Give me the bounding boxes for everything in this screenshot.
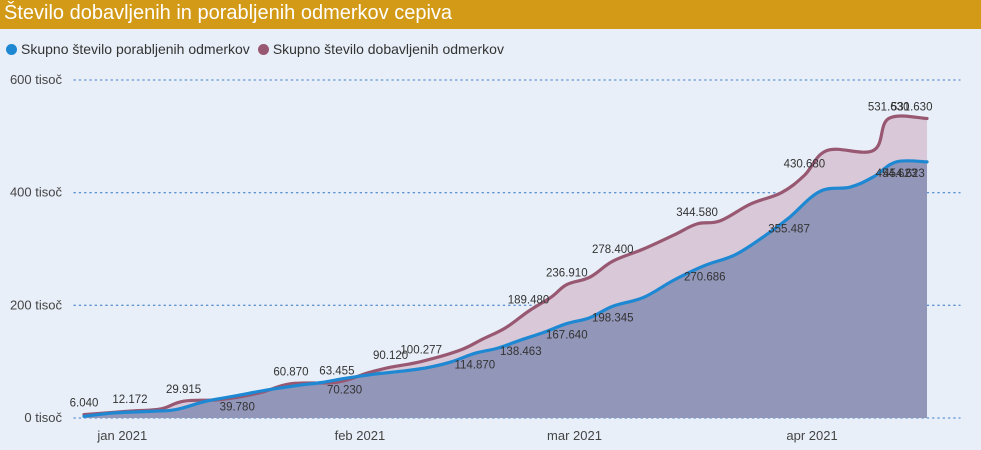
x-tick-label-3: apr 2021: [786, 428, 837, 443]
used-data-label-8: 454.623: [876, 168, 918, 180]
x-tick-label-0: jan 2021: [96, 428, 147, 443]
delivered-data-label-10: 344.580: [676, 207, 718, 219]
used-data-label-9: 454.623: [883, 168, 925, 180]
legend-marker-delivered: [257, 43, 269, 55]
legend-item-used[interactable]: Skupno število porabljenih odmerkov: [6, 41, 250, 57]
legend: Skupno število porabljenih odmerkov Skup…: [6, 40, 512, 58]
y-tick-label-2: 400 tisoč: [10, 185, 63, 200]
chart-title: Število dobavljenih in porabljenih odmer…: [4, 2, 453, 24]
used-line: [82, 159, 929, 418]
delivered-data-label-4: 63.455: [319, 365, 354, 377]
used-data-label-3: 138.463: [500, 346, 542, 358]
title-bar: Število dobavljenih in porabljenih odmer…: [0, 0, 981, 29]
used-data-label-4: 167.640: [546, 330, 588, 342]
used-area: [84, 160, 928, 418]
legend-marker-used: [6, 43, 17, 55]
used-data-label-6: 270.686: [684, 272, 726, 284]
legend-label-used: Skupno število porabljenih odmerkov: [21, 41, 250, 57]
used-data-label-5: 198.345: [592, 312, 634, 324]
delivered-data-label-8: 236.910: [546, 268, 588, 280]
used-data-label-0: 39.780: [220, 402, 255, 414]
delivered-data-label-13: 531.630: [891, 102, 933, 114]
y-tick-label-1: 200 tisoč: [10, 297, 63, 312]
delivered-data-label-9: 278.400: [592, 244, 634, 256]
delivered-data-label-6: 100.277: [400, 345, 442, 357]
used-data-label-1: 70.230: [327, 384, 362, 396]
delivered-data-label-12: 531.630: [868, 102, 910, 114]
legend-item-delivered[interactable]: Skupno število dobavljenih odmerkov: [257, 41, 504, 57]
y-tick-label-3: 600 tisoč: [10, 72, 63, 87]
y-tick-label-0: 0 tisoč: [24, 410, 62, 425]
delivered-data-label-5: 90.120: [373, 350, 408, 362]
delivered-data-label-0: 6.040: [70, 398, 99, 410]
delivered-data-label-1: 12.172: [112, 394, 147, 406]
delivered-data-label-7: 189.480: [508, 294, 550, 306]
x-tick-label-2: mar 2021: [547, 428, 602, 443]
delivered-data-label-3: 60.870: [273, 367, 308, 379]
x-tick-label-1: feb 2021: [335, 428, 386, 443]
legend-label-delivered: Skupno število dobavljenih odmerkov: [272, 41, 504, 57]
delivered-data-label-11: 430.680: [784, 158, 826, 170]
delivered-data-label-2: 29.915: [166, 384, 201, 396]
used-data-label-7: 355.487: [768, 224, 810, 236]
used-data-label-2: 114.870: [454, 359, 495, 371]
